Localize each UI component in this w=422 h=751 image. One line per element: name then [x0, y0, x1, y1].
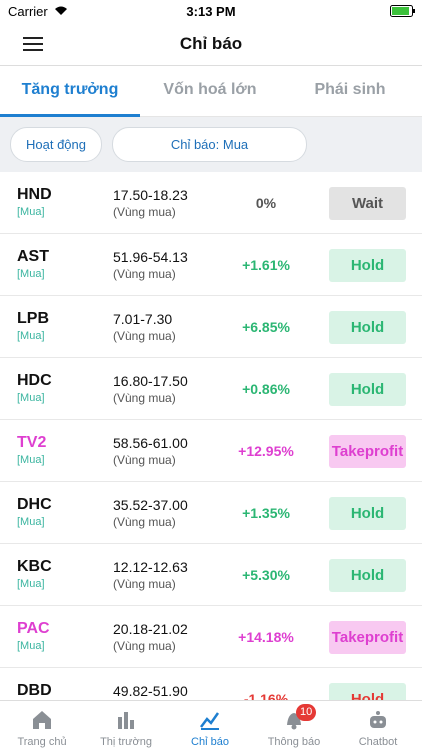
tab-label: Thông báo — [267, 736, 321, 748]
price-range: 20.18-21.02 — [113, 621, 188, 637]
tab-icon — [118, 712, 134, 729]
signal-tag: [Mua] — [17, 640, 45, 652]
symbol: DHC — [17, 496, 52, 513]
price-range: 16.80-17.50 — [113, 373, 188, 389]
action-badge[interactable]: Wait — [329, 187, 406, 220]
action-badge[interactable]: Hold — [329, 373, 406, 406]
change: 0% — [255, 195, 277, 211]
signal-row[interactable]: DBD[Mua]49.82-51.90(Vùng mua)-1.16%Hold — [0, 668, 422, 700]
symbol: HDC — [17, 372, 52, 389]
filter-bar: Hoạt động Chỉ báo: Mua — [0, 117, 422, 172]
tab-label: Chatbot — [358, 736, 398, 748]
tab-item[interactable]: Chỉ báo — [168, 701, 252, 751]
menu-button[interactable] — [23, 36, 43, 52]
action-badge[interactable]: Hold — [329, 559, 406, 592]
price-range: 58.56-61.00 — [113, 435, 188, 451]
tab-bar: Trang chủ Thị trường Chỉ báo Thông báo 10 Cha… — [0, 700, 422, 750]
range-label: (Vùng mua) — [113, 329, 176, 343]
tab-icon — [200, 712, 220, 730]
tab-icon — [33, 711, 51, 729]
nav-bar: Chỉ báo — [0, 22, 422, 66]
tab-item[interactable]: Thị trường — [84, 701, 168, 751]
clock: 3:13 PM — [186, 4, 236, 19]
filter-button[interactable]: Hoạt động — [10, 127, 102, 162]
symbol: LPB — [17, 310, 49, 327]
action-badge[interactable]: Hold — [329, 683, 406, 700]
action-badge[interactable]: Hold — [329, 497, 406, 530]
signal-row[interactable]: KBC [Mua] 12.12-12.63 (Vùng mua) +5.30% Hold — [0, 544, 422, 606]
change: +14.18% — [238, 629, 294, 645]
wifi-icon — [55, 6, 67, 15]
symbol: PAC — [17, 620, 50, 637]
signal-row[interactable]: PAC [Mua] 20.18-21.02 (Vùng mua) +14.18% Take… — [0, 606, 422, 668]
status-bar: Carrier 3:13 PM — [0, 0, 422, 22]
range-label: (Vùng mua) — [113, 391, 176, 405]
range-label: (Vùng mua) — [113, 577, 176, 591]
price-range: 7.01-7.30 — [113, 311, 173, 327]
battery-icon — [390, 5, 415, 17]
page-title: Chỉ báo — [179, 34, 243, 53]
change: +1.35% — [242, 505, 290, 521]
action-badge[interactable]: Hold — [329, 311, 406, 344]
tab-item[interactable]: Thông báo 10 — [252, 701, 336, 751]
signal-row[interactable]: LPB [Mua] 7.01-7.30 (Vùng mua) +6.85% Hold — [0, 296, 422, 358]
signal-tag: [Mua] — [17, 516, 45, 528]
action-badge[interactable]: Hold — [329, 249, 406, 282]
signal-row[interactable]: HDC [Mua] 16.80-17.50 (Vùng mua) +0.86% Hold — [0, 358, 422, 420]
signal-tag: [Mua] — [17, 392, 45, 404]
signal-tag: [Mua] — [17, 330, 45, 342]
action-badge[interactable]: Takeprofit — [329, 435, 406, 468]
signal-row[interactable]: HND [Mua] 17.50-18.23 (Vùng mua) 0% Wait — [0, 172, 422, 234]
change: +6.85% — [242, 319, 290, 335]
price-range: 51.96-54.13 — [113, 249, 188, 265]
range-label: (Vùng mua) — [113, 205, 176, 219]
price-range: 35.52-37.00 — [113, 497, 188, 513]
notification-badge: 10 — [296, 704, 317, 721]
carrier: Carrier — [8, 4, 48, 19]
tab-label: Chỉ báo — [191, 736, 229, 748]
change: +1.61% — [242, 257, 290, 273]
symbol: HND — [17, 186, 52, 203]
tab-item[interactable]: Chatbot — [336, 701, 420, 751]
symbol: KBC — [17, 558, 52, 575]
tab[interactable]: Phái sinh — [314, 81, 386, 98]
tab[interactable]: Tăng trưởng — [0, 66, 140, 117]
change: +12.95% — [238, 443, 294, 459]
signal-tag: [Mua] — [17, 454, 45, 466]
action-badge[interactable]: Takeprofit — [329, 621, 406, 654]
symbol: TV2 — [17, 434, 47, 451]
tab-icon — [370, 711, 386, 728]
signal-list: HND [Mua] 17.50-18.23 (Vùng mua) 0% Wait AST [M… — [0, 172, 422, 700]
tab-label: Trang chủ — [17, 736, 67, 748]
price-range: 12.12-12.63 — [113, 559, 188, 575]
signal-tag: [Mua] — [17, 268, 45, 280]
filter-button[interactable]: Chỉ báo: Mua — [112, 127, 307, 162]
signal-row[interactable]: DHC [Mua] 35.52-37.00 (Vùng mua) +1.35% Hold — [0, 482, 422, 544]
tab-item[interactable]: Trang chủ — [0, 701, 84, 751]
tab-label: Thị trường — [100, 736, 152, 748]
change: +5.30% — [242, 567, 290, 583]
signal-row[interactable]: AST [Mua] 51.96-54.13 (Vùng mua) +1.61% Hold — [0, 234, 422, 296]
range-label: (Vùng mua) — [113, 453, 176, 467]
symbol: AST — [17, 248, 49, 265]
range-label: (Vùng mua) — [113, 515, 176, 529]
change: +0.86% — [242, 381, 290, 397]
price-range: 17.50-18.23 — [113, 187, 188, 203]
signal-tag: [Mua] — [17, 206, 45, 218]
tab[interactable]: Vốn hoá lớn — [163, 81, 257, 98]
price-range: 49.82-51.90 — [113, 683, 188, 699]
change: -1.16% — [243, 691, 289, 700]
tab-strip: Tăng trưởng Vốn hoá lớn Phái sinh — [0, 66, 422, 117]
symbol: DBD — [17, 682, 52, 699]
signal-row[interactable]: TV2 [Mua] 58.56-61.00 (Vùng mua) +12.95% Take… — [0, 420, 422, 482]
range-label: (Vùng mua) — [113, 639, 176, 653]
range-label: (Vùng mua) — [113, 267, 176, 281]
signal-tag: [Mua] — [17, 578, 45, 590]
